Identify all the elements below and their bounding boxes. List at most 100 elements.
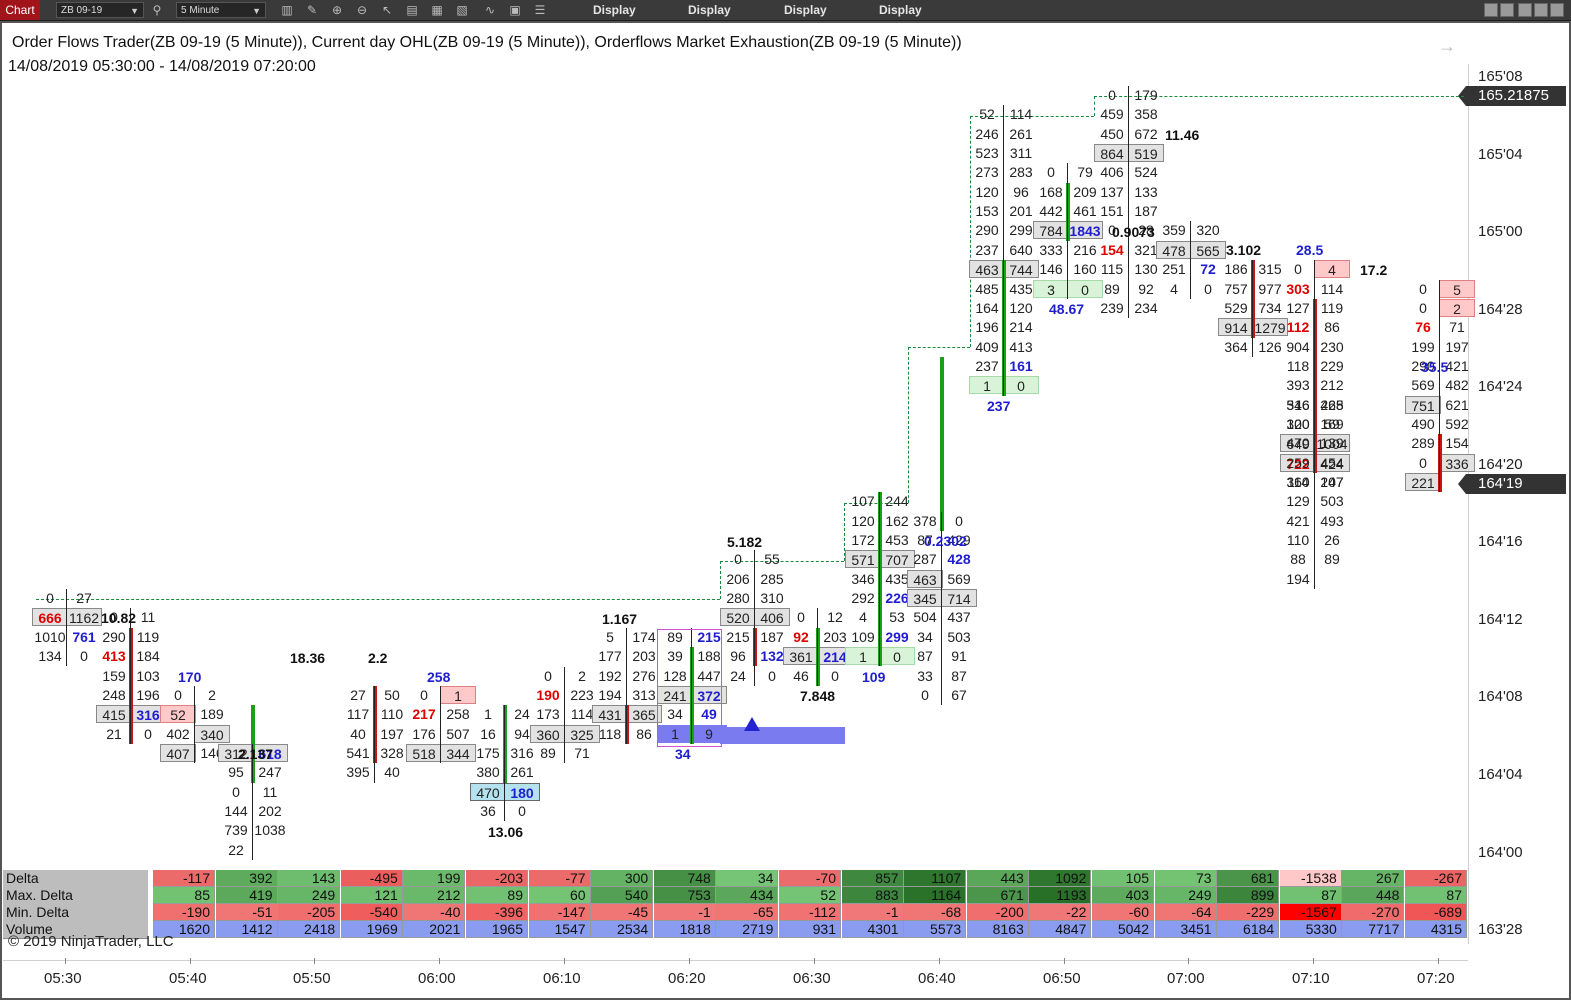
price-tag-last: 165.21875 bbox=[1458, 86, 1566, 106]
footprint-cell: 109 bbox=[851, 628, 875, 645]
display-button-2[interactable]: Display bbox=[688, 3, 731, 17]
minimize-icon[interactable] bbox=[1518, 3, 1532, 17]
panel-cell-min-delta: -22 bbox=[1029, 904, 1092, 921]
panel-cell-max-delta: 448 bbox=[1342, 887, 1405, 904]
bar-chart-icon[interactable]: ▥ bbox=[281, 3, 293, 17]
candle-wick bbox=[1252, 260, 1253, 357]
data-box-icon[interactable]: ▣ bbox=[509, 3, 521, 17]
bar-stat-label: 237 bbox=[987, 398, 1011, 414]
footprint-cell: 11 bbox=[140, 609, 156, 626]
footprint-cell: 0 bbox=[921, 686, 929, 703]
panel-cell-delta: 443 bbox=[966, 870, 1029, 887]
price-label: 165'08 bbox=[1478, 68, 1523, 85]
maximize-icon[interactable] bbox=[1534, 3, 1548, 17]
footprint-cell: 571 bbox=[845, 550, 881, 569]
footprint-cell: 0 bbox=[768, 667, 776, 684]
price-axis-line bbox=[1468, 64, 1469, 944]
footprint-cell: 114 bbox=[1009, 106, 1033, 123]
footprint-cell: 194 bbox=[598, 686, 622, 703]
panel-row-header: Delta bbox=[3, 870, 148, 888]
footprint-cell: 144 bbox=[224, 802, 248, 819]
candle-wick bbox=[130, 608, 131, 744]
footprint-cell: 0 bbox=[797, 609, 805, 626]
interval-selector[interactable]: 5 Minute ▼ bbox=[176, 2, 266, 18]
zoom-out-icon[interactable]: ⊖ bbox=[356, 3, 368, 17]
footprint-cell: 196 bbox=[975, 319, 999, 336]
properties-icon[interactable]: ▦ bbox=[431, 3, 443, 17]
close-icon[interactable] bbox=[1550, 3, 1564, 17]
draw-icon[interactable]: ∿ bbox=[484, 3, 496, 17]
footprint-cell: 0 bbox=[1204, 280, 1212, 297]
footprint-cell: 904 bbox=[1286, 338, 1310, 355]
footprint-cell: 88 bbox=[1290, 551, 1306, 568]
footprint-cell: 358 bbox=[1134, 106, 1158, 123]
pointer-icon[interactable]: ↖ bbox=[381, 3, 393, 17]
strategy-icon[interactable]: ▧ bbox=[456, 3, 468, 17]
time-label: 06:40 bbox=[918, 970, 956, 987]
bar-stat-label: 10.82 bbox=[101, 610, 137, 626]
panel-row-header: Volume bbox=[3, 921, 148, 939]
footprint-cell: 34 bbox=[667, 706, 683, 723]
instrument-selector[interactable]: ZB 09-19 ▼ bbox=[56, 2, 144, 18]
footprint-cell: 261 bbox=[1009, 125, 1033, 142]
footprint-cell: 321 bbox=[1134, 241, 1158, 258]
tile-icon[interactable] bbox=[1484, 3, 1498, 17]
footprint-cell: 49 bbox=[701, 706, 717, 723]
time-label: 06:00 bbox=[418, 970, 456, 987]
time-label: 05:40 bbox=[169, 970, 207, 987]
time-label: 07:10 bbox=[1292, 970, 1330, 987]
footprint-cell: 300 bbox=[1286, 415, 1310, 432]
footprint-cell: 722 bbox=[1280, 453, 1316, 472]
panel-cell-min-delta: -396 bbox=[466, 904, 528, 921]
search-icon[interactable]: ⚲ bbox=[152, 3, 162, 17]
footprint-cell: 119 bbox=[136, 628, 160, 645]
footprint-cell: 470 bbox=[1286, 435, 1310, 452]
panel-cell-volume: 7717 bbox=[1342, 921, 1405, 938]
footprint-cell: 415 bbox=[96, 705, 132, 724]
panel-cell-delta: 199 bbox=[403, 870, 466, 887]
price-label: 164'08 bbox=[1478, 688, 1523, 705]
panel-cell-delta: -70 bbox=[779, 870, 841, 887]
footprint-cell: 229 bbox=[1320, 357, 1344, 374]
chart-tab[interactable]: Chart bbox=[0, 0, 40, 20]
pencil-icon[interactable]: ✎ bbox=[306, 3, 318, 17]
footprint-cell: 207 bbox=[1320, 474, 1344, 490]
footprint-cell: 520 bbox=[720, 608, 756, 627]
footprint-cell: 666 bbox=[32, 608, 68, 627]
footprint-cell: 751 bbox=[1405, 395, 1441, 414]
footprint-cell: 261 bbox=[510, 764, 534, 781]
display-button-3[interactable]: Display bbox=[784, 3, 827, 17]
panel-cell-max-delta: 419 bbox=[215, 887, 278, 904]
footprint-cell: 244 bbox=[885, 493, 909, 510]
footprint-cell: 4 bbox=[859, 609, 867, 626]
chart-panel[interactable] bbox=[0, 21, 1571, 1000]
display-button-1[interactable]: Display bbox=[593, 3, 636, 17]
footprint-cell: 12 bbox=[827, 609, 843, 626]
footprint-cell: 413 bbox=[102, 648, 126, 665]
panel-cell-max-delta: 434 bbox=[716, 887, 779, 904]
footprint-cell: 435 bbox=[1009, 280, 1033, 297]
bar-stat-label: 2.2 bbox=[368, 650, 388, 666]
display-button-4[interactable]: Display bbox=[879, 3, 922, 17]
footprint-cell: 482 bbox=[1445, 377, 1469, 394]
footprint-cell: 413 bbox=[1009, 338, 1033, 355]
price-label: 164'20 bbox=[1478, 456, 1523, 473]
panel-cell-delta: -1538 bbox=[1279, 870, 1342, 887]
restore-icon[interactable] bbox=[1500, 3, 1514, 17]
time-axis[interactable] bbox=[3, 960, 1468, 996]
footprint-cell: 215 bbox=[726, 628, 750, 645]
footprint-cell: 128 bbox=[663, 667, 687, 684]
footprint-cell: 325 bbox=[564, 724, 600, 743]
bar-stat-label: 3.102 bbox=[1226, 242, 1262, 258]
footprint-cell: 151 bbox=[1100, 203, 1124, 220]
price-label: 164'00 bbox=[1478, 844, 1523, 861]
arrow-right-icon[interactable]: → bbox=[1438, 36, 1456, 56]
zoom-in-icon[interactable]: ⊕ bbox=[331, 3, 343, 17]
footprint-cell: 86 bbox=[1324, 319, 1340, 336]
instrument-value: ZB 09-19 bbox=[61, 5, 103, 16]
template-icon[interactable]: ▤ bbox=[406, 3, 418, 17]
panel-cell-max-delta: 249 bbox=[278, 887, 341, 904]
list-icon[interactable]: ☰ bbox=[534, 3, 546, 17]
ohl-line bbox=[720, 561, 844, 562]
footprint-cell: 79 bbox=[1077, 164, 1093, 181]
